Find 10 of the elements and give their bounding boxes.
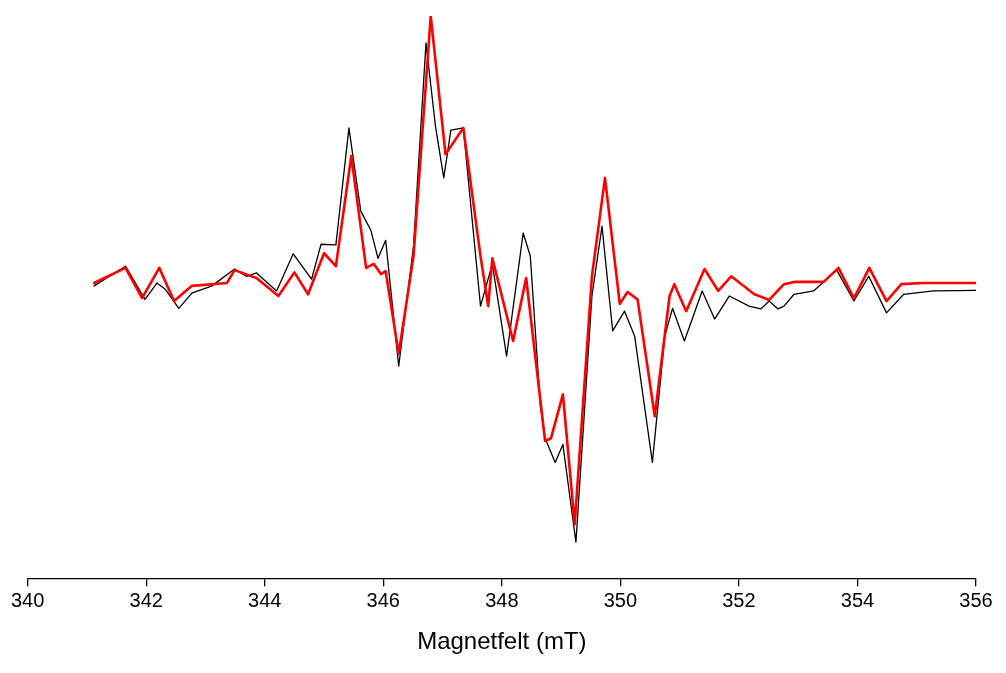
x-tick-label: 342 xyxy=(129,588,163,611)
x-tick-label: 344 xyxy=(248,588,282,611)
x-tick-label: 356 xyxy=(959,588,993,611)
x-tick-label: 340 xyxy=(11,588,45,611)
x-tick-label: 346 xyxy=(366,588,400,611)
x-tick-label: 348 xyxy=(485,588,519,611)
x-tick-label: 354 xyxy=(840,588,875,611)
x-tick-label: 352 xyxy=(722,588,756,611)
x-axis-title: Magnetfelt (mT) xyxy=(417,627,587,655)
x-tick-label: 350 xyxy=(603,588,638,611)
